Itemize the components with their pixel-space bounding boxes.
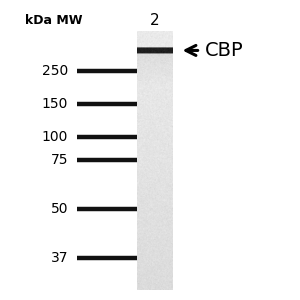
- Text: kDa MW: kDa MW: [25, 14, 82, 27]
- Text: 100: 100: [42, 130, 68, 144]
- Text: 75: 75: [51, 153, 68, 167]
- Text: CBP: CBP: [205, 41, 244, 60]
- Text: 150: 150: [42, 97, 68, 111]
- Text: 250: 250: [42, 64, 68, 78]
- Text: 50: 50: [51, 202, 68, 216]
- Text: 2: 2: [150, 13, 159, 28]
- Text: 37: 37: [51, 251, 68, 266]
